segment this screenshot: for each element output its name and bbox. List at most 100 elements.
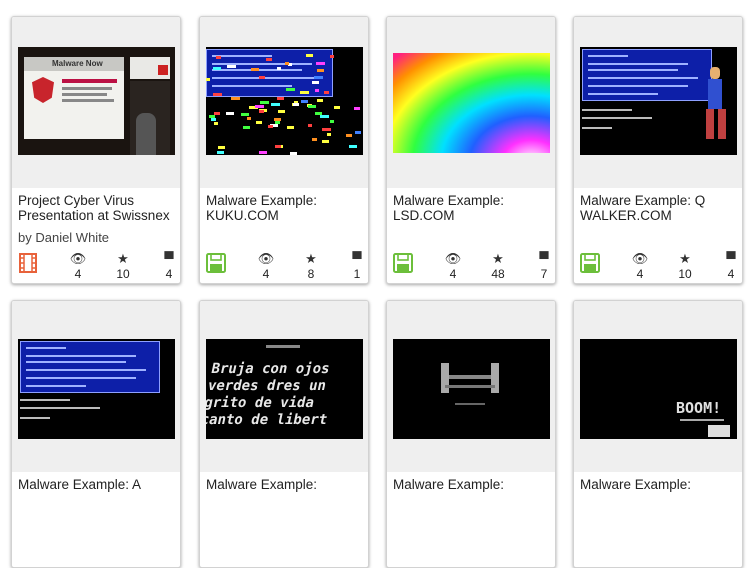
item-title[interactable]: Malware Example: Q WALKER.COM xyxy=(580,193,706,223)
star-icon: ★ xyxy=(305,251,317,266)
screen-noise xyxy=(324,91,329,94)
screen-noise xyxy=(327,133,331,136)
screen-noise xyxy=(322,128,331,131)
item-card[interactable]: Malware Example: KUKU.COM 👁 4 ★ 8 ▀ 1 xyxy=(199,16,369,284)
thumbnail[interactable] xyxy=(387,301,555,472)
item-card[interactable]: Malware Example: Q WALKER.COM 👁 4 ★ 10 ▀ 4 xyxy=(573,16,743,284)
screen-noise xyxy=(354,107,360,110)
screen-noise xyxy=(312,81,319,84)
screen-noise xyxy=(226,112,234,115)
screen-noise xyxy=(259,76,265,79)
screen-noise xyxy=(268,125,273,128)
screen-noise xyxy=(312,138,317,141)
screen-noise xyxy=(316,62,325,65)
item-title[interactable]: Malware Example: xyxy=(393,477,505,492)
screen-noise xyxy=(290,152,297,155)
thumbnail[interactable] xyxy=(12,301,180,472)
item-card[interactable]: Malware Example: LSD.COM 👁 4 ★ 48 ▀ 7 xyxy=(386,16,556,284)
thumbnail[interactable]: BOOM! xyxy=(574,301,742,472)
star-icon: ★ xyxy=(117,251,129,266)
speech-bubble-icon: ▀ xyxy=(164,251,174,266)
favorites-stat: ★ 48 xyxy=(486,251,510,281)
thumbnail-image: BOOM! xyxy=(580,339,737,439)
item-title[interactable]: Malware Example: KUKU.COM xyxy=(206,193,318,223)
thumbnail-caption: Bruja con ojos verdes dres un grito de v… xyxy=(206,361,332,428)
screen-noise xyxy=(270,124,278,127)
views-stat: 👁 4 xyxy=(254,251,278,281)
screen-noise xyxy=(277,67,281,70)
item-title[interactable]: Malware Example: xyxy=(580,477,692,492)
screen-noise xyxy=(286,88,295,91)
screen-noise xyxy=(322,140,329,143)
screen-noise xyxy=(216,56,221,59)
screen-noise xyxy=(308,124,312,127)
item-card[interactable]: Malware Now Project Cyber Virus Presenta… xyxy=(11,16,181,284)
screen-noise xyxy=(277,97,284,100)
screen-noise xyxy=(317,99,323,102)
item-card[interactable]: Malware Example: xyxy=(386,300,556,568)
screen-noise xyxy=(271,103,280,106)
eye-icon: 👁 xyxy=(444,251,462,266)
thumbnail[interactable] xyxy=(200,17,368,188)
screen-noise xyxy=(334,106,340,109)
reviews-stat: ▀ 4 xyxy=(157,251,180,281)
screen-noise xyxy=(217,151,224,154)
screen-noise xyxy=(301,100,308,103)
eye-icon: 👁 xyxy=(257,251,275,266)
thumbnail-image xyxy=(18,339,175,439)
item-title[interactable]: Project Cyber Virus Presentation at Swis… xyxy=(18,193,170,223)
item-card[interactable]: Bruja con ojos verdes dres un grito de v… xyxy=(199,300,369,568)
item-stats: 👁 4 ★ 8 ▀ 1 xyxy=(200,251,368,283)
film-icon xyxy=(19,253,37,273)
item-title[interactable]: Malware Example: xyxy=(206,477,318,492)
screen-noise xyxy=(243,126,250,129)
screen-noise xyxy=(315,112,322,115)
favorites-stat: ★ 10 xyxy=(673,251,697,281)
screen-noise xyxy=(218,146,225,149)
screen-noise xyxy=(346,134,352,137)
reviews-stat: ▀ 7 xyxy=(532,251,555,281)
views-stat: 👁 4 xyxy=(66,251,90,281)
speech-bubble-icon: ▀ xyxy=(539,251,549,266)
thumbnail[interactable]: Malware Now xyxy=(12,17,180,188)
screen-noise xyxy=(308,105,316,108)
screen-noise xyxy=(320,115,329,118)
item-stats: 👁 4 ★ 10 ▀ 4 xyxy=(12,251,180,283)
item-title[interactable]: Malware Example: LSD.COM xyxy=(393,193,505,223)
item-card[interactable]: BOOM! Malware Example: xyxy=(573,300,743,568)
screen-noise xyxy=(278,110,285,113)
screen-noise xyxy=(214,122,218,125)
floppy-disk-icon xyxy=(206,253,226,273)
thumbnail-image xyxy=(580,47,737,155)
screen-noise xyxy=(259,110,264,113)
views-stat: 👁 4 xyxy=(441,251,465,281)
screen-noise xyxy=(275,145,281,148)
screen-noise xyxy=(330,120,334,123)
item-card[interactable]: Malware Example: A xyxy=(11,300,181,568)
star-icon: ★ xyxy=(492,251,504,266)
screen-noise xyxy=(247,117,251,120)
thumbnail[interactable] xyxy=(387,17,555,188)
star-icon: ★ xyxy=(679,251,691,266)
screen-noise xyxy=(317,69,324,72)
item-stats: 👁 4 ★ 10 ▀ 4 xyxy=(574,251,742,283)
item-author[interactable]: by Daniel White xyxy=(18,230,110,245)
screen-noise xyxy=(294,101,298,104)
screen-noise xyxy=(209,115,215,118)
floppy-disk-icon xyxy=(580,253,600,273)
thumbnail[interactable]: Bruja con ojos verdes dres un grito de v… xyxy=(200,301,368,472)
item-title[interactable]: Malware Example: A xyxy=(18,477,142,492)
screen-noise xyxy=(314,76,323,79)
screen-noise xyxy=(211,118,216,121)
screen-noise xyxy=(259,151,267,154)
reviews-stat: ▀ 4 xyxy=(719,251,742,281)
screen-noise xyxy=(255,105,264,108)
screen-noise xyxy=(285,62,289,65)
screen-noise xyxy=(231,97,240,100)
screen-noise xyxy=(274,118,281,121)
eye-icon: 👁 xyxy=(631,251,649,266)
thumbnail[interactable] xyxy=(574,17,742,188)
screen-noise xyxy=(293,103,299,106)
screen-noise xyxy=(287,126,294,129)
screen-noise xyxy=(206,78,210,81)
